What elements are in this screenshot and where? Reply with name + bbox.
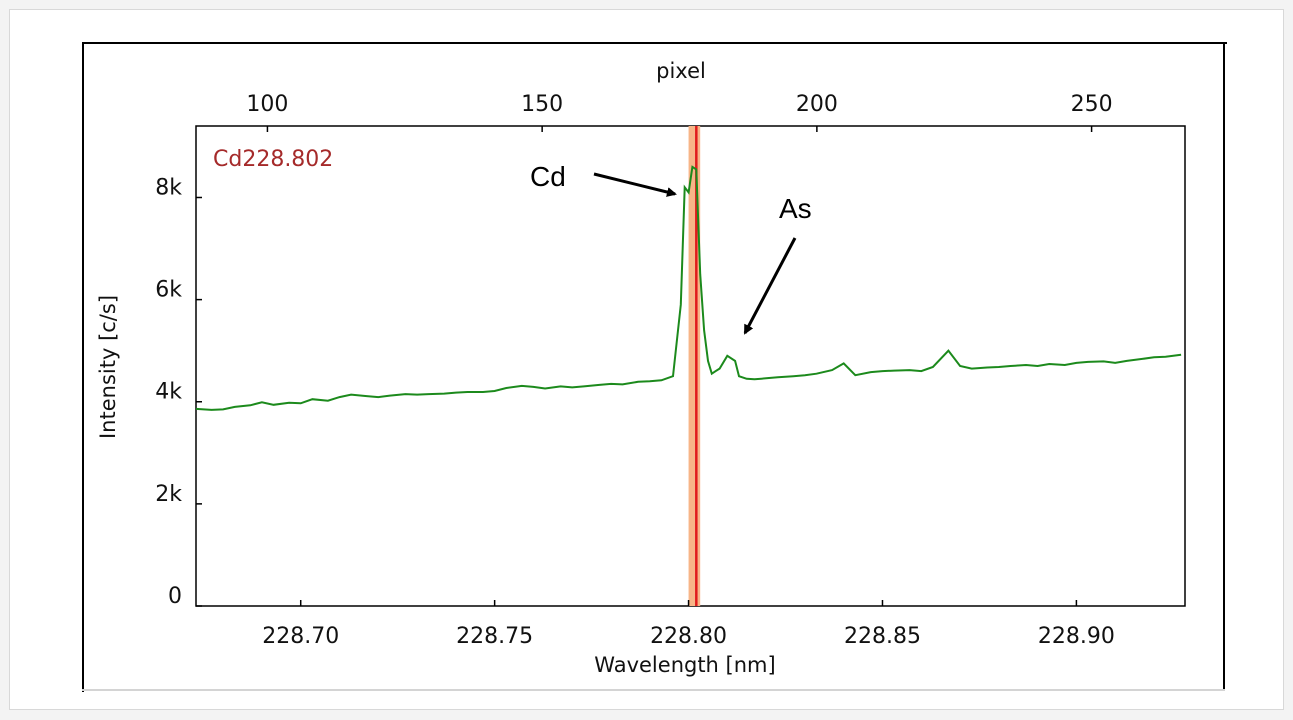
annotation-as-label: As	[779, 193, 812, 224]
x-tick-label: 228.80	[650, 624, 727, 649]
y-tick-label: 2k	[155, 482, 182, 507]
annotation-as-arrow	[743, 237, 797, 335]
reference-band	[688, 126, 701, 606]
x-tick-label: 228.85	[844, 624, 921, 649]
x2-axis-title: pixel	[656, 59, 706, 83]
x2-tick-label: 250	[1071, 92, 1113, 117]
plot-area	[195, 125, 1186, 607]
chart-panel-right-border	[1223, 42, 1225, 689]
x2-axis-ticks: 100 150 200 250	[246, 92, 1113, 132]
y-tick-label: 6k	[155, 278, 182, 303]
chart-panel-bottom-border	[82, 689, 1225, 691]
annotation-cd-label: Cd	[530, 161, 566, 192]
x-tick-label: 228.90	[1038, 624, 1115, 649]
x-axis-ticks: 228.70 228.75 228.80 228.85 228.90	[262, 600, 1115, 649]
x-axis-title: Wavelength [nm]	[594, 653, 775, 677]
x-tick-label: 228.75	[456, 624, 533, 649]
annotation-cd-arrow	[593, 172, 677, 197]
x2-tick-label: 100	[246, 92, 288, 117]
y-axis-ticks: 0 2k 4k 6k 8k	[155, 175, 202, 609]
series-line	[195, 165, 1182, 411]
y-axis-title: Intensity [c/s]	[96, 295, 120, 439]
y-tick-label: 8k	[155, 175, 182, 200]
x2-tick-label: 150	[521, 92, 563, 117]
line-id-label: Cd228.802	[213, 147, 333, 172]
x2-tick-label: 200	[796, 92, 838, 117]
x-tick-label: 228.70	[262, 624, 339, 649]
y-tick-label: 4k	[155, 380, 182, 405]
y-tick-label: 0	[168, 584, 182, 609]
